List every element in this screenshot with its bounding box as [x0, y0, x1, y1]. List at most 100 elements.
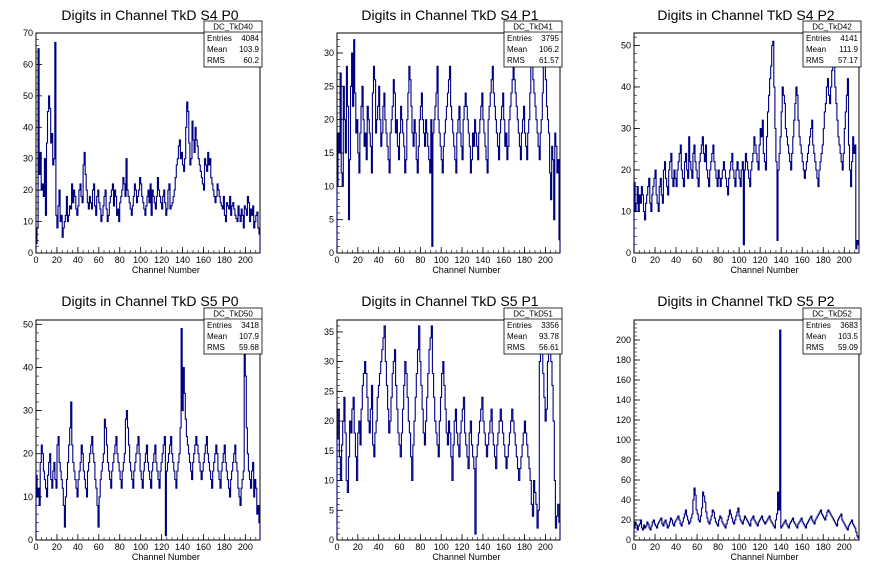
- y-tick-label: 140: [616, 395, 631, 405]
- histogram-line: [336, 319, 561, 540]
- stats-label-mean: Mean: [207, 332, 227, 341]
- stats-value-entries: 3683: [840, 321, 858, 330]
- stats-label-entries: Entries: [806, 34, 831, 43]
- y-tick-label: 200: [616, 335, 631, 345]
- histogram-line: [336, 39, 561, 253]
- x-tick-label: 200: [238, 255, 253, 265]
- x-tick-label: 80: [415, 542, 425, 552]
- x-tick-label: 0: [334, 255, 339, 265]
- stats-value-rms: 59.09: [838, 343, 859, 352]
- x-axis-label: Channel Number: [730, 265, 798, 275]
- x-tick-label: 140: [774, 542, 789, 552]
- y-tick-label: 0: [626, 535, 631, 545]
- x-axis-label: Channel Number: [432, 552, 500, 562]
- stats-value-entries: 3356: [541, 321, 559, 330]
- stats-label-entries: Entries: [806, 321, 831, 330]
- x-tick-label: 20: [353, 542, 363, 552]
- x-tick-label: 0: [334, 542, 339, 552]
- histogram-line: [633, 40, 860, 253]
- x-tick-label: 140: [774, 255, 789, 265]
- y-tick-label: 10: [324, 181, 334, 191]
- x-tick-label: 20: [52, 255, 62, 265]
- stats-histogram-name: DC_TkD42: [812, 23, 852, 32]
- x-tick-label: 200: [837, 542, 852, 552]
- y-tick-label: 20: [621, 165, 631, 175]
- stats-histogram-name: DC_TkD41: [513, 23, 553, 32]
- y-tick-label: 30: [324, 48, 334, 58]
- x-tick-label: 100: [434, 542, 449, 552]
- stats-value-rms: 60.2: [243, 56, 259, 65]
- stats-label-rms: RMS: [207, 56, 225, 65]
- y-tick-label: 50: [23, 91, 33, 101]
- x-tick-label: 180: [217, 542, 232, 552]
- x-tick-label: 0: [631, 255, 636, 265]
- x-axis-label: Channel Number: [132, 265, 200, 275]
- x-tick-label: 100: [133, 542, 148, 552]
- x-tick-label: 40: [73, 255, 83, 265]
- stats-box-frame: [203, 20, 263, 68]
- stats-value-mean: 107.9: [239, 332, 260, 341]
- histogram-pad-tkd-s4-p1: 0 20 40 60 80 100 120 140 160 180 200 0 5 10 15 20 25 30 C…: [324, 7, 563, 275]
- stats-value-mean: 111.9: [839, 45, 858, 54]
- y-tick-label: 40: [621, 495, 631, 505]
- y-tick-label: 50: [621, 40, 631, 50]
- y-tick-label: 0: [28, 535, 33, 545]
- x-tick-label: 20: [52, 542, 62, 552]
- stats-value-entries: 3418: [241, 321, 259, 330]
- histogram-pad-tkd-s5-p0: 0 20 40 60 80 100 120 140 160 180 200 0 10 20 30 40 50 Ch…: [23, 293, 263, 562]
- stats-box-frame: [802, 20, 862, 68]
- histogram-pad-tkd-s4-p2: 0 20 40 60 80 100 120 140 160 180 200 0 10 20 30 40 50 Ch…: [621, 7, 862, 275]
- stats-box-frame: [203, 307, 263, 355]
- x-tick-label: 140: [475, 255, 490, 265]
- y-tick-label: 0: [329, 248, 334, 258]
- stats-label-entries: Entries: [507, 321, 532, 330]
- x-axis-label: Channel Number: [132, 552, 200, 562]
- x-tick-label: 60: [395, 255, 405, 265]
- stats-label-rms: RMS: [806, 56, 824, 65]
- stats-label-rms: RMS: [507, 56, 525, 65]
- stats-box: DC_TkD41 Entries 3795 Mean 106.2 RMS 61.57: [503, 20, 563, 68]
- chart-title: Digits in Channel TkD S5 P1: [361, 293, 538, 309]
- y-tick-label: 20: [324, 416, 334, 426]
- x-tick-label: 180: [217, 255, 232, 265]
- stats-value-entries: 4141: [840, 34, 858, 43]
- x-tick-label: 180: [517, 255, 532, 265]
- chart-title: Digits in Channel TkD S4 P1: [361, 7, 538, 23]
- y-tick-label: 5: [329, 505, 334, 515]
- x-tick-label: 180: [517, 542, 532, 552]
- stats-histogram-name: DC_TkD50: [213, 310, 253, 319]
- chart-title: Digits in Channel TkD S4 P0: [61, 7, 238, 23]
- stats-box-frame: [503, 20, 563, 68]
- stats-box: DC_TkD50 Entries 3418 Mean 107.9 RMS 59.68: [203, 307, 263, 355]
- stats-histogram-name: DC_TkD51: [513, 310, 553, 319]
- y-tick-label: 0: [28, 248, 33, 258]
- y-tick-label: 30: [23, 406, 33, 416]
- stats-value-rms: 59.68: [239, 343, 260, 352]
- x-tick-label: 120: [753, 255, 768, 265]
- stats-box: DC_TkD40 Entries 4084 Mean 103.9 RMS 60.2: [203, 20, 263, 68]
- x-tick-label: 80: [115, 542, 125, 552]
- x-tick-label: 100: [732, 255, 747, 265]
- chart-title: Digits in Channel TkD S5 P2: [657, 293, 834, 309]
- x-tick-label: 180: [816, 255, 831, 265]
- x-tick-label: 20: [650, 542, 660, 552]
- stats-box: DC_TkD52 Entries 3683 Mean 103.5 RMS 59.09: [802, 307, 862, 355]
- y-tick-label: 10: [23, 492, 33, 502]
- stats-value-rms: 57.17: [838, 56, 859, 65]
- y-tick-label: 10: [324, 476, 334, 486]
- x-axis-label: Channel Number: [730, 552, 798, 562]
- y-tick-label: 40: [23, 362, 33, 372]
- stats-label-rms: RMS: [806, 343, 824, 352]
- y-tick-label: 15: [324, 446, 334, 456]
- y-tick-label: 30: [621, 123, 631, 133]
- chart-title: Digits in Channel TkD S5 P0: [61, 293, 238, 309]
- x-tick-label: 80: [713, 542, 723, 552]
- x-tick-label: 120: [455, 255, 470, 265]
- stats-value-mean: 93.78: [539, 332, 560, 341]
- plot-frame: [336, 32, 561, 254]
- y-tick-label: 70: [23, 28, 33, 38]
- x-tick-label: 160: [196, 255, 211, 265]
- y-tick-label: 20: [23, 449, 33, 459]
- x-tick-label: 40: [671, 542, 681, 552]
- y-tick-label: 30: [324, 357, 334, 367]
